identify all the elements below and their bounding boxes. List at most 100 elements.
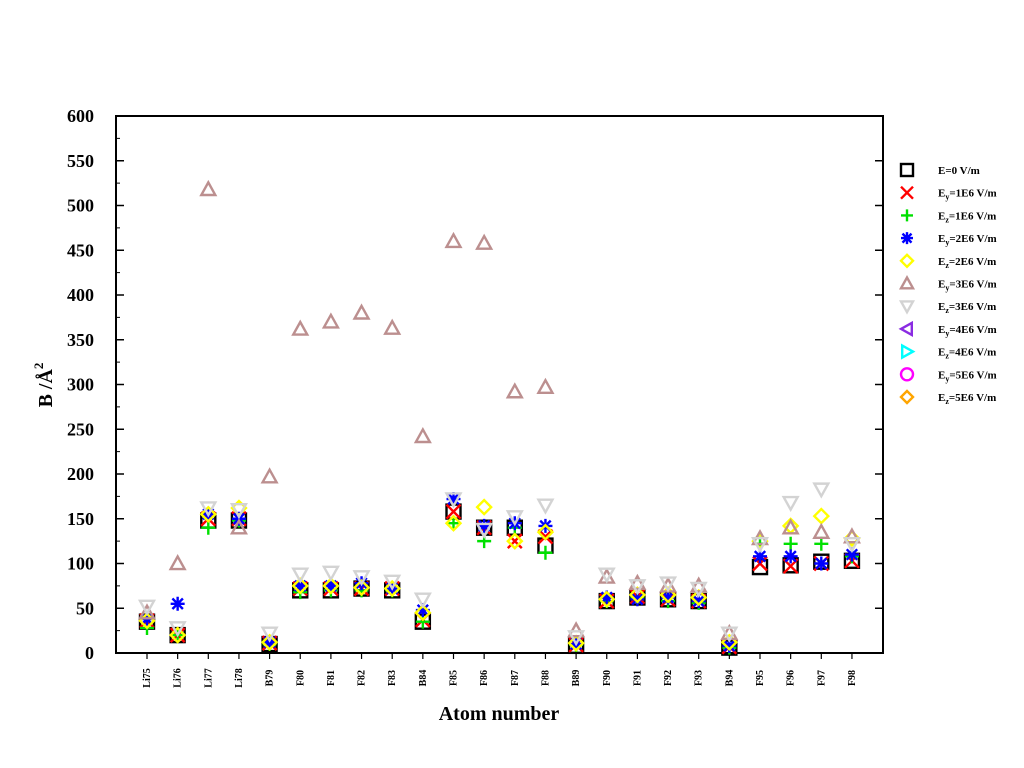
data-point xyxy=(168,626,187,644)
data-point xyxy=(783,536,798,551)
data-point xyxy=(201,520,216,535)
y-tick-label: 400 xyxy=(67,285,94,305)
data-point xyxy=(505,510,524,527)
data-point xyxy=(477,518,492,533)
series-1 xyxy=(139,503,860,655)
data-point xyxy=(659,576,678,593)
data-point xyxy=(781,495,800,513)
series-5 xyxy=(137,179,861,641)
legend-item: Ey=4E6 V/m xyxy=(898,320,997,338)
legend-label-base: E xyxy=(938,347,945,359)
data-marks xyxy=(137,179,861,656)
y-tick-label: 350 xyxy=(67,330,94,350)
x-axis: Li75 Li76 Li77 Li78 B79 F80 F81 F82 F83 B84 F85 F86… xyxy=(142,653,858,688)
legend-item: Ez=2E6 V/m xyxy=(899,253,996,270)
data-point xyxy=(352,570,371,587)
legend-label-base: E xyxy=(938,256,945,268)
x-tick-label: F83 xyxy=(387,670,398,686)
data-point xyxy=(170,596,185,611)
data-point xyxy=(812,482,831,499)
y-axis-title: B /Å2 xyxy=(31,363,57,408)
data-point xyxy=(814,556,829,571)
x-tick-label: F86 xyxy=(479,670,490,686)
legend-marker xyxy=(899,162,915,178)
legend-label: Ey=5E6 V/m xyxy=(938,369,997,383)
legend-label: Ey=2E6 V/m xyxy=(938,233,997,247)
data-point xyxy=(199,501,218,518)
legend-label-sub: z xyxy=(945,306,949,315)
data-point xyxy=(352,578,371,597)
data-point xyxy=(505,382,524,399)
legend-label-tail: =0 V/m xyxy=(945,165,979,177)
legend-label-tail: =4E6 V/m xyxy=(949,347,996,359)
legend-label-sub: z xyxy=(945,397,949,406)
y-tick-label: 50 xyxy=(76,598,94,618)
data-point xyxy=(628,586,647,604)
legend-label-tail: =5E6 V/m xyxy=(949,369,996,381)
series-2 xyxy=(140,513,859,655)
data-point xyxy=(444,514,463,532)
data-point xyxy=(293,578,308,593)
data-point xyxy=(630,592,645,607)
legend-label: Ez=1E6 V/m xyxy=(938,210,996,224)
series-3 xyxy=(140,492,859,653)
data-point xyxy=(168,554,187,571)
data-point xyxy=(599,590,614,605)
data-point xyxy=(814,536,829,551)
data-point xyxy=(446,492,461,507)
y-tick-label: 250 xyxy=(67,419,94,439)
legend-marker xyxy=(898,320,913,337)
x-tick-label: Li76 xyxy=(173,668,184,687)
data-point xyxy=(199,505,217,523)
legend-label-base: E xyxy=(938,392,945,404)
legend-marker xyxy=(898,300,916,315)
y-tick-label: 600 xyxy=(67,106,94,126)
data-point xyxy=(506,532,524,550)
legend-label-sub: z xyxy=(945,352,949,361)
data-point xyxy=(168,621,187,638)
data-point xyxy=(475,233,494,250)
legend-label-base: E xyxy=(938,233,945,245)
x-tick-label: F88 xyxy=(540,670,551,686)
x-tick-label: F87 xyxy=(510,670,521,686)
legend-item: E=0 V/m xyxy=(899,162,980,178)
data-point xyxy=(291,577,309,595)
data-point xyxy=(445,503,462,520)
legend-item: Ey=2E6 V/m xyxy=(901,232,997,247)
legend-label-sub: y xyxy=(945,374,949,383)
data-point xyxy=(597,567,616,584)
legend-label-base: E xyxy=(938,324,945,336)
legend-label: Ez=4E6 V/m xyxy=(938,347,996,361)
x-tick-label: Li78 xyxy=(234,668,245,687)
legend-label-sub: z xyxy=(945,261,949,270)
legend-item: Ey=5E6 V/m xyxy=(899,367,997,383)
series-4 xyxy=(138,498,861,652)
data-point xyxy=(137,603,157,620)
legend-marker xyxy=(899,253,915,269)
data-point xyxy=(321,565,340,582)
legend-label-sub: y xyxy=(945,284,949,293)
legend-marker xyxy=(901,209,913,222)
data-point xyxy=(322,577,340,595)
data-point xyxy=(137,599,157,616)
legend-item: Ey=1E6 V/m xyxy=(900,185,997,202)
legend-label: Ez=5E6 V/m xyxy=(938,392,996,406)
data-point xyxy=(844,547,859,562)
x-tick-label: F96 xyxy=(786,670,797,686)
y-tick-label: 450 xyxy=(67,240,94,260)
data-point xyxy=(720,626,739,643)
data-point xyxy=(690,588,708,607)
y-tick-label: 200 xyxy=(67,464,94,484)
y-tick-label: 300 xyxy=(67,375,94,395)
x-tick-label: Li77 xyxy=(203,668,214,687)
data-point xyxy=(446,516,461,531)
data-point xyxy=(752,555,768,572)
data-point xyxy=(291,319,310,336)
data-point xyxy=(260,467,279,484)
y-axis-title-main: B /Å xyxy=(34,369,57,408)
data-point xyxy=(812,522,831,539)
x-tick-label: B89 xyxy=(571,670,582,687)
legend-label: Ey=4E6 V/m xyxy=(938,324,997,338)
legend-label-tail: =3E6 V/m xyxy=(949,279,996,291)
